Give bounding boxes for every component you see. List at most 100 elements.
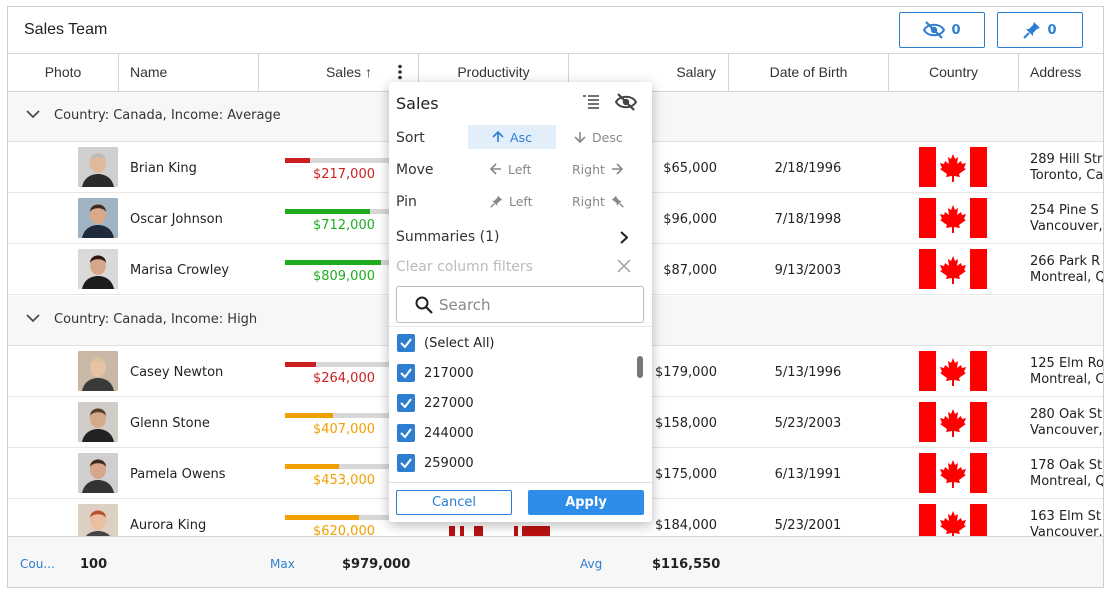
- address-line-2: Vancouver,: [1030, 423, 1103, 438]
- summaries-menu-item[interactable]: Summaries (1): [389, 222, 652, 252]
- date-of-birth-value: 7/18/1998: [774, 212, 842, 227]
- column-header-label: Country: [928, 64, 979, 80]
- sort-descending-label: Desc: [592, 129, 623, 145]
- filter-list-scrollbar[interactable]: [637, 356, 643, 378]
- column-chooser-icon[interactable]: [582, 94, 600, 110]
- group-label: Country: Canada, Income: High: [54, 312, 258, 327]
- employee-name: Brian King: [130, 161, 197, 176]
- checkbox-checked[interactable]: [397, 364, 415, 382]
- filter-list-item[interactable]: 217000: [389, 362, 629, 384]
- checkbox-checked[interactable]: [397, 334, 415, 352]
- grid-toolbar: Sales Team 0 0: [8, 7, 1103, 54]
- employee-photo: [78, 351, 118, 391]
- country-flag: [919, 402, 987, 442]
- apply-button[interactable]: Apply: [528, 490, 644, 515]
- hidden-columns-count: 0: [951, 22, 961, 38]
- column-header-productivity[interactable]: Productivity: [419, 53, 569, 91]
- chevron-down-icon[interactable]: [26, 314, 40, 323]
- address-line-1: 280 Oak St: [1030, 407, 1103, 422]
- move-left-button[interactable]: Left: [490, 157, 532, 181]
- address-value: 254 Pine S Vancouver,: [1030, 203, 1103, 235]
- filter-value-label: 244000: [424, 426, 474, 441]
- sales-value: $453,000: [312, 473, 375, 488]
- max-summary-label: Max: [270, 557, 295, 571]
- employee-photo: [78, 453, 118, 493]
- productivity-chart-fragment: [460, 526, 464, 536]
- salary-value: $87,000: [663, 263, 717, 278]
- pin-right-label: Right: [572, 193, 605, 209]
- sort-ascending-button[interactable]: Asc: [468, 125, 556, 149]
- column-options-icon[interactable]: [397, 64, 403, 80]
- canada-flag: [919, 249, 987, 289]
- country-flag: [919, 453, 987, 493]
- salary-value: $158,000: [654, 416, 717, 431]
- filter-list-item[interactable]: 227000: [389, 392, 629, 414]
- address-line-2: Montreal, C: [1030, 372, 1104, 387]
- move-right-label: Right: [572, 161, 605, 177]
- column-header-salary[interactable]: Salary: [569, 53, 729, 91]
- column-header-label: Productivity: [457, 64, 530, 80]
- filter-list-item[interactable]: 259000: [389, 452, 629, 474]
- employee-name: Aurora King: [130, 518, 207, 533]
- checkbox-checked[interactable]: [397, 394, 415, 412]
- country-flag: [919, 351, 987, 391]
- sales-value: $712,000: [312, 218, 375, 233]
- country-flag: [919, 147, 987, 187]
- address-line-2: Toronto, Ca: [1030, 168, 1104, 183]
- cancel-button[interactable]: Cancel: [396, 490, 512, 515]
- sort-label: Sort: [396, 130, 425, 146]
- column-header-sales[interactable]: Sales ↑: [259, 53, 419, 91]
- checkbox-checked[interactable]: [397, 454, 415, 472]
- sales-progress-fill: [285, 260, 381, 265]
- grid-title: Sales Team: [24, 21, 108, 38]
- employee-photo-cell: [78, 249, 118, 289]
- column-header-label: Date of Birth: [769, 64, 848, 80]
- column-header-label: Photo: [44, 64, 82, 80]
- hidden-columns-button[interactable]: 0: [899, 12, 985, 48]
- filter-list-item[interactable]: 244000: [389, 422, 629, 444]
- salary-value: $179,000: [654, 365, 717, 380]
- filter-list-item[interactable]: (Select All): [389, 332, 629, 354]
- employee-name: Pamela Owens: [130, 467, 226, 482]
- sort-ascending-icon: ↑: [365, 64, 372, 80]
- column-header-label: Address: [1030, 64, 1082, 80]
- employee-photo-cell: [78, 453, 118, 493]
- filter-value-label: 217000: [424, 366, 474, 381]
- pinned-columns-button[interactable]: 0: [997, 12, 1083, 48]
- pin-left-button[interactable]: Left: [490, 189, 533, 213]
- address-line-1: 289 Hill Str: [1030, 152, 1103, 167]
- sort-ascending-label: Asc: [510, 129, 532, 145]
- hide-column-icon[interactable]: [615, 93, 637, 111]
- clear-column-filters-item[interactable]: Clear column filters: [389, 254, 652, 280]
- avg-summary-value: $116,550: [652, 557, 721, 572]
- eye-slash-icon: [923, 21, 946, 39]
- sales-progress-fill: [285, 464, 339, 469]
- address-line-1: 125 Elm Ro: [1030, 356, 1104, 371]
- salary-value: $65,000: [663, 161, 717, 176]
- chevron-down-icon[interactable]: [26, 110, 40, 119]
- filter-value-label: (Select All): [424, 336, 495, 351]
- arrow-left-icon: [490, 163, 501, 175]
- pin-right-button[interactable]: Right: [572, 189, 624, 213]
- salary-value: $184,000: [654, 518, 717, 533]
- employee-name: Marisa Crowley: [130, 263, 230, 278]
- checkmark-icon: [400, 428, 412, 439]
- checkmark-icon: [400, 458, 412, 469]
- address-line-1: 163 Elm St: [1030, 509, 1101, 524]
- move-right-button[interactable]: Right: [572, 157, 623, 181]
- pin-label: Pin: [396, 194, 417, 210]
- column-header-name[interactable]: Name: [119, 53, 259, 91]
- column-header-address[interactable]: Address: [1019, 53, 1103, 91]
- address-value: 280 Oak St Vancouver,: [1030, 407, 1103, 439]
- close-icon: [617, 259, 631, 273]
- search-placeholder: Search: [439, 296, 491, 314]
- column-header-country[interactable]: Country: [889, 53, 1019, 91]
- arrow-right-icon: [611, 163, 623, 175]
- checkbox-checked[interactable]: [397, 424, 415, 442]
- arrow-down-icon: [574, 132, 586, 143]
- column-header-date-of-birth[interactable]: Date of Birth: [729, 53, 889, 91]
- sort-descending-button[interactable]: Desc: [574, 125, 623, 149]
- filter-search-input[interactable]: Search: [396, 286, 644, 323]
- column-header-photo[interactable]: Photo: [8, 53, 119, 91]
- pin-right-icon: [611, 195, 624, 208]
